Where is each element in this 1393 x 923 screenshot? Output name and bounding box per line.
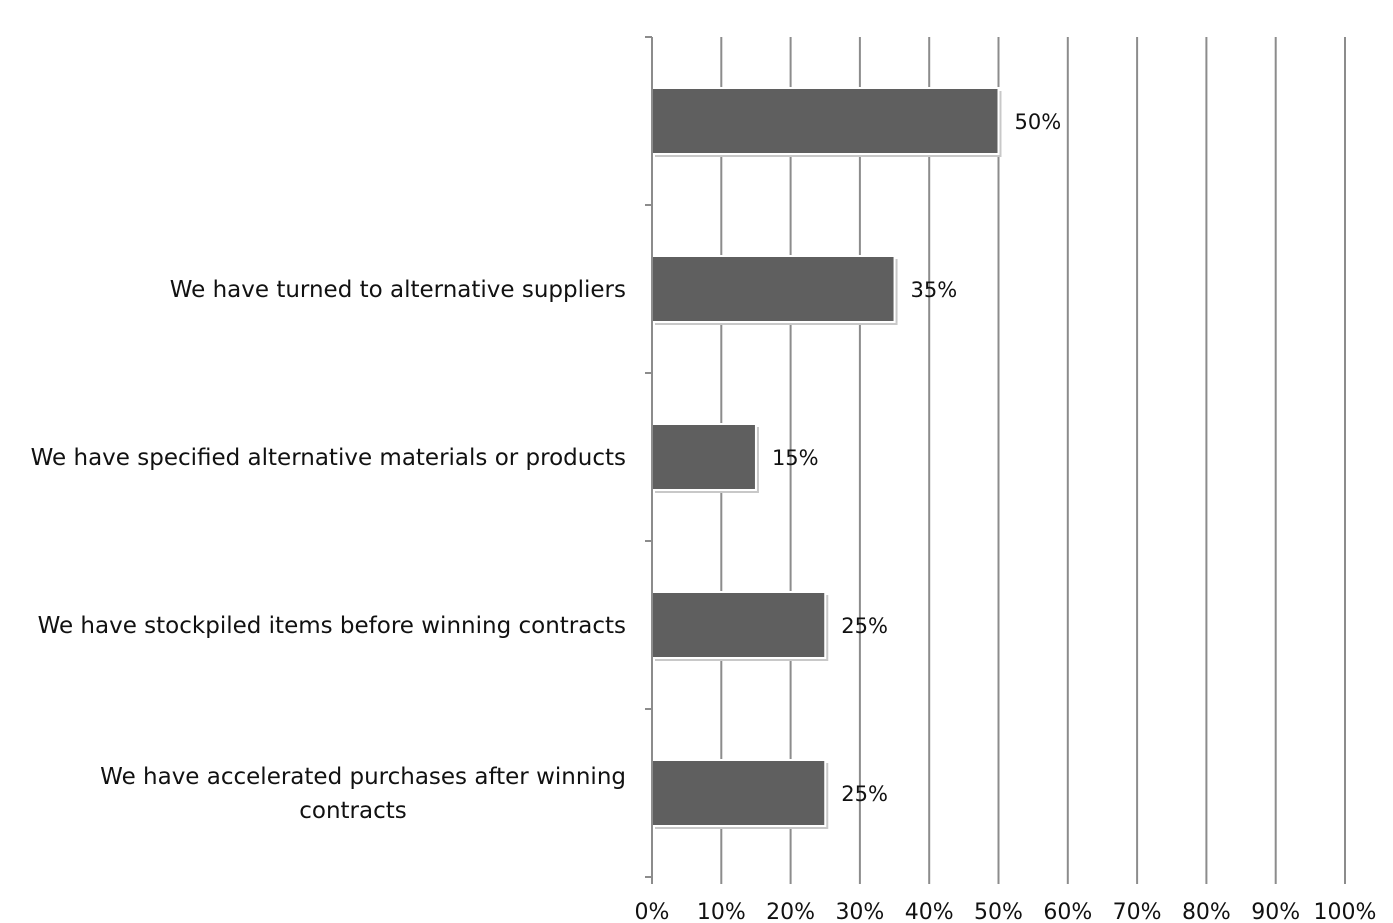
- category-label: We have turned to alternative suppliers: [170, 277, 626, 303]
- category-label: contracts: [299, 798, 407, 824]
- bars: [651, 87, 1002, 829]
- x-tick-labels: 0% 10% 20% 30% 40% 50% 60% 70% 80% 90% 100%: [635, 900, 1377, 923]
- category-labels: We have turned to alternative suppliers W…: [31, 277, 626, 824]
- bar: [651, 759, 827, 827]
- x-tick-label: 100%: [1314, 900, 1377, 923]
- x-tick-label: 50%: [974, 900, 1023, 923]
- data-label: 15%: [772, 446, 819, 470]
- data-label: 35%: [911, 278, 958, 302]
- x-tick-label: 70%: [1113, 900, 1162, 923]
- bar: [651, 87, 1000, 155]
- x-tick-label: 80%: [1182, 900, 1231, 923]
- x-tick-label: 90%: [1251, 900, 1300, 923]
- x-tick-label: 0%: [635, 900, 670, 923]
- data-label: 25%: [841, 782, 888, 806]
- bar: [651, 255, 896, 323]
- category-label: We have stockpiled items before winning …: [38, 613, 626, 639]
- category-label: We have specified alternative materials …: [31, 445, 626, 471]
- gridlines: [720, 37, 1346, 877]
- category-label: We have accelerated purchases after winn…: [100, 764, 626, 790]
- x-tick-label: 40%: [905, 900, 954, 923]
- axes: [645, 36, 1346, 884]
- bar: [651, 591, 827, 659]
- x-tick-label: 60%: [1043, 900, 1092, 923]
- data-labels: 50% 35% 15% 25% 25%: [772, 110, 1061, 806]
- x-tick-label: 10%: [697, 900, 746, 923]
- x-tick-label: 30%: [835, 900, 884, 923]
- data-label: 50%: [1015, 110, 1062, 134]
- bar: [651, 423, 757, 491]
- data-label: 25%: [841, 614, 888, 638]
- x-tick-label: 20%: [766, 900, 815, 923]
